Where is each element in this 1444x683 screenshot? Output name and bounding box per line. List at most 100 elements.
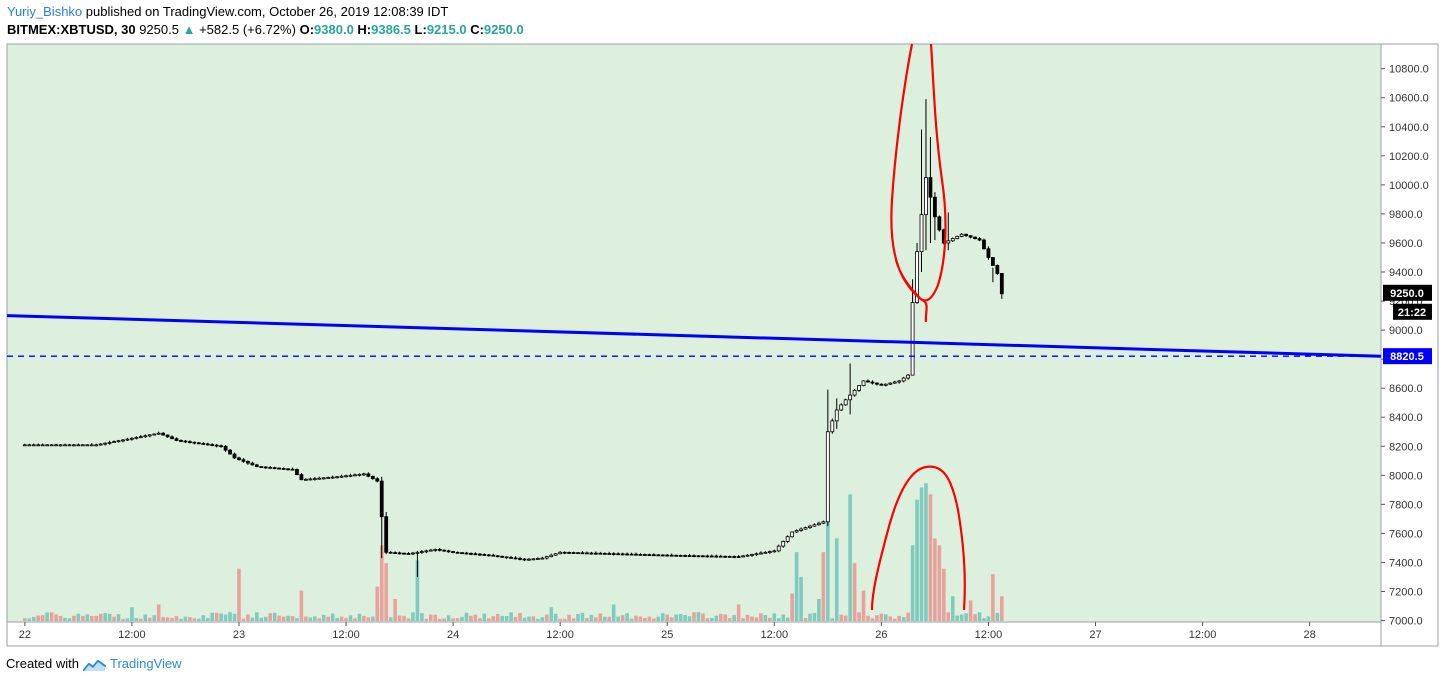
candle-body	[31, 444, 36, 447]
candle-body	[950, 238, 955, 242]
last-price-value: 9250.5	[139, 22, 179, 37]
candle-body	[406, 553, 411, 555]
volume-bar	[152, 615, 157, 621]
candle-body	[745, 554, 750, 557]
price-tick-label: 8000.0	[1389, 470, 1423, 482]
candle-body	[357, 473, 362, 476]
candle-body	[999, 273, 1004, 295]
time-axis-background[interactable]	[7, 622, 1381, 646]
symbol-name[interactable]: BITMEX:XBTUSD, 30	[7, 22, 136, 37]
volume-bar	[602, 616, 607, 621]
volume-bar	[219, 613, 223, 621]
volume-bar	[469, 615, 473, 621]
time-tick-label: 23	[233, 629, 245, 641]
price-axis-background[interactable]	[1381, 44, 1438, 622]
price-tick-label: 7000.0	[1389, 616, 1423, 628]
candle-body	[72, 444, 76, 447]
volume-bar	[763, 614, 768, 621]
volume-bar	[384, 563, 388, 621]
volume-bar	[415, 560, 420, 621]
time-tick-label: 12:00	[761, 629, 789, 641]
candle-body	[174, 438, 179, 441]
price-tick-label: 8600.0	[1389, 383, 1423, 395]
candle-body	[990, 257, 995, 266]
volume-bar	[553, 613, 558, 621]
price-tick-label: 7800.0	[1389, 499, 1423, 511]
candle-body	[665, 554, 670, 557]
volume-bar	[40, 615, 45, 621]
volume-bar	[727, 618, 732, 621]
candle-body	[634, 553, 638, 556]
volume-bar	[986, 616, 991, 621]
volume-bar	[437, 618, 442, 621]
volume-bar	[393, 598, 397, 621]
volume-bar	[830, 618, 835, 621]
volume-bar	[995, 612, 1000, 621]
volume-bar	[723, 614, 728, 621]
volume-bar	[201, 615, 206, 621]
candle-body	[384, 516, 389, 553]
tradingview-link[interactable]: TradingView	[110, 656, 182, 671]
candle-body	[370, 475, 375, 480]
volume-bar	[634, 615, 638, 621]
volume-bar	[897, 615, 902, 621]
time-tick-label: 27	[1089, 629, 1101, 641]
volume-bar	[197, 618, 201, 621]
volume-bar	[674, 614, 678, 621]
candle-body	[973, 236, 977, 240]
volume-bar	[424, 618, 429, 621]
time-tick-label: 26	[875, 629, 887, 641]
price-tick-label: 10200.0	[1389, 151, 1429, 163]
candle-body	[638, 553, 643, 556]
volume-bar	[98, 613, 103, 621]
candle-body	[660, 554, 665, 557]
tradingview-logo-icon	[82, 659, 106, 671]
author-link[interactable]: Yuriy_Bishko	[7, 4, 83, 19]
price-labels: 9250.0 21:22 8820.5	[1383, 284, 1432, 365]
volume-bar	[937, 545, 942, 621]
volume-bar	[620, 615, 625, 621]
candle-body	[580, 552, 585, 555]
candle-body	[937, 216, 942, 231]
candle-body	[607, 553, 612, 555]
candle-body	[830, 420, 835, 433]
candle-body	[411, 552, 415, 555]
volume-bar	[179, 618, 183, 621]
candle-body	[531, 558, 536, 561]
candlesticks	[22, 99, 1004, 577]
volume-bar	[504, 615, 509, 621]
candle-body	[692, 555, 696, 558]
volume-bar	[848, 494, 852, 621]
candle-body	[683, 555, 687, 557]
candle-body	[107, 441, 112, 444]
candle-body	[808, 525, 812, 529]
change-arrow-icon: ▲	[182, 22, 196, 37]
volume-bar	[473, 614, 478, 621]
volume-bar	[156, 604, 161, 621]
candle-body	[121, 439, 125, 442]
volume-bar	[683, 614, 687, 621]
volume-bar	[143, 614, 148, 621]
candle-body	[241, 459, 246, 462]
volume-bar	[362, 615, 366, 621]
candle-body	[85, 444, 90, 447]
volume-bar	[991, 574, 995, 621]
volume-bar	[223, 614, 228, 621]
volume-bar	[353, 618, 357, 621]
candle-body	[339, 475, 344, 478]
time-axis[interactable]: 22 12:00 23 12:00 24 12:00 25 12:00 26 12:00 27 12:…	[19, 622, 1316, 641]
candle-body	[147, 434, 152, 437]
volume-bar	[705, 618, 710, 621]
volume-bar	[263, 616, 268, 621]
candle-body	[527, 558, 531, 561]
volume-bar	[170, 617, 174, 621]
candle-body	[906, 374, 911, 379]
candle-body	[103, 442, 108, 445]
volume-bar	[977, 612, 982, 621]
candle-body	[897, 380, 902, 383]
open-label: O:	[299, 22, 315, 37]
high-value: 9386.5	[371, 22, 411, 37]
volume-bar	[857, 612, 861, 621]
volume-bar	[268, 613, 273, 621]
